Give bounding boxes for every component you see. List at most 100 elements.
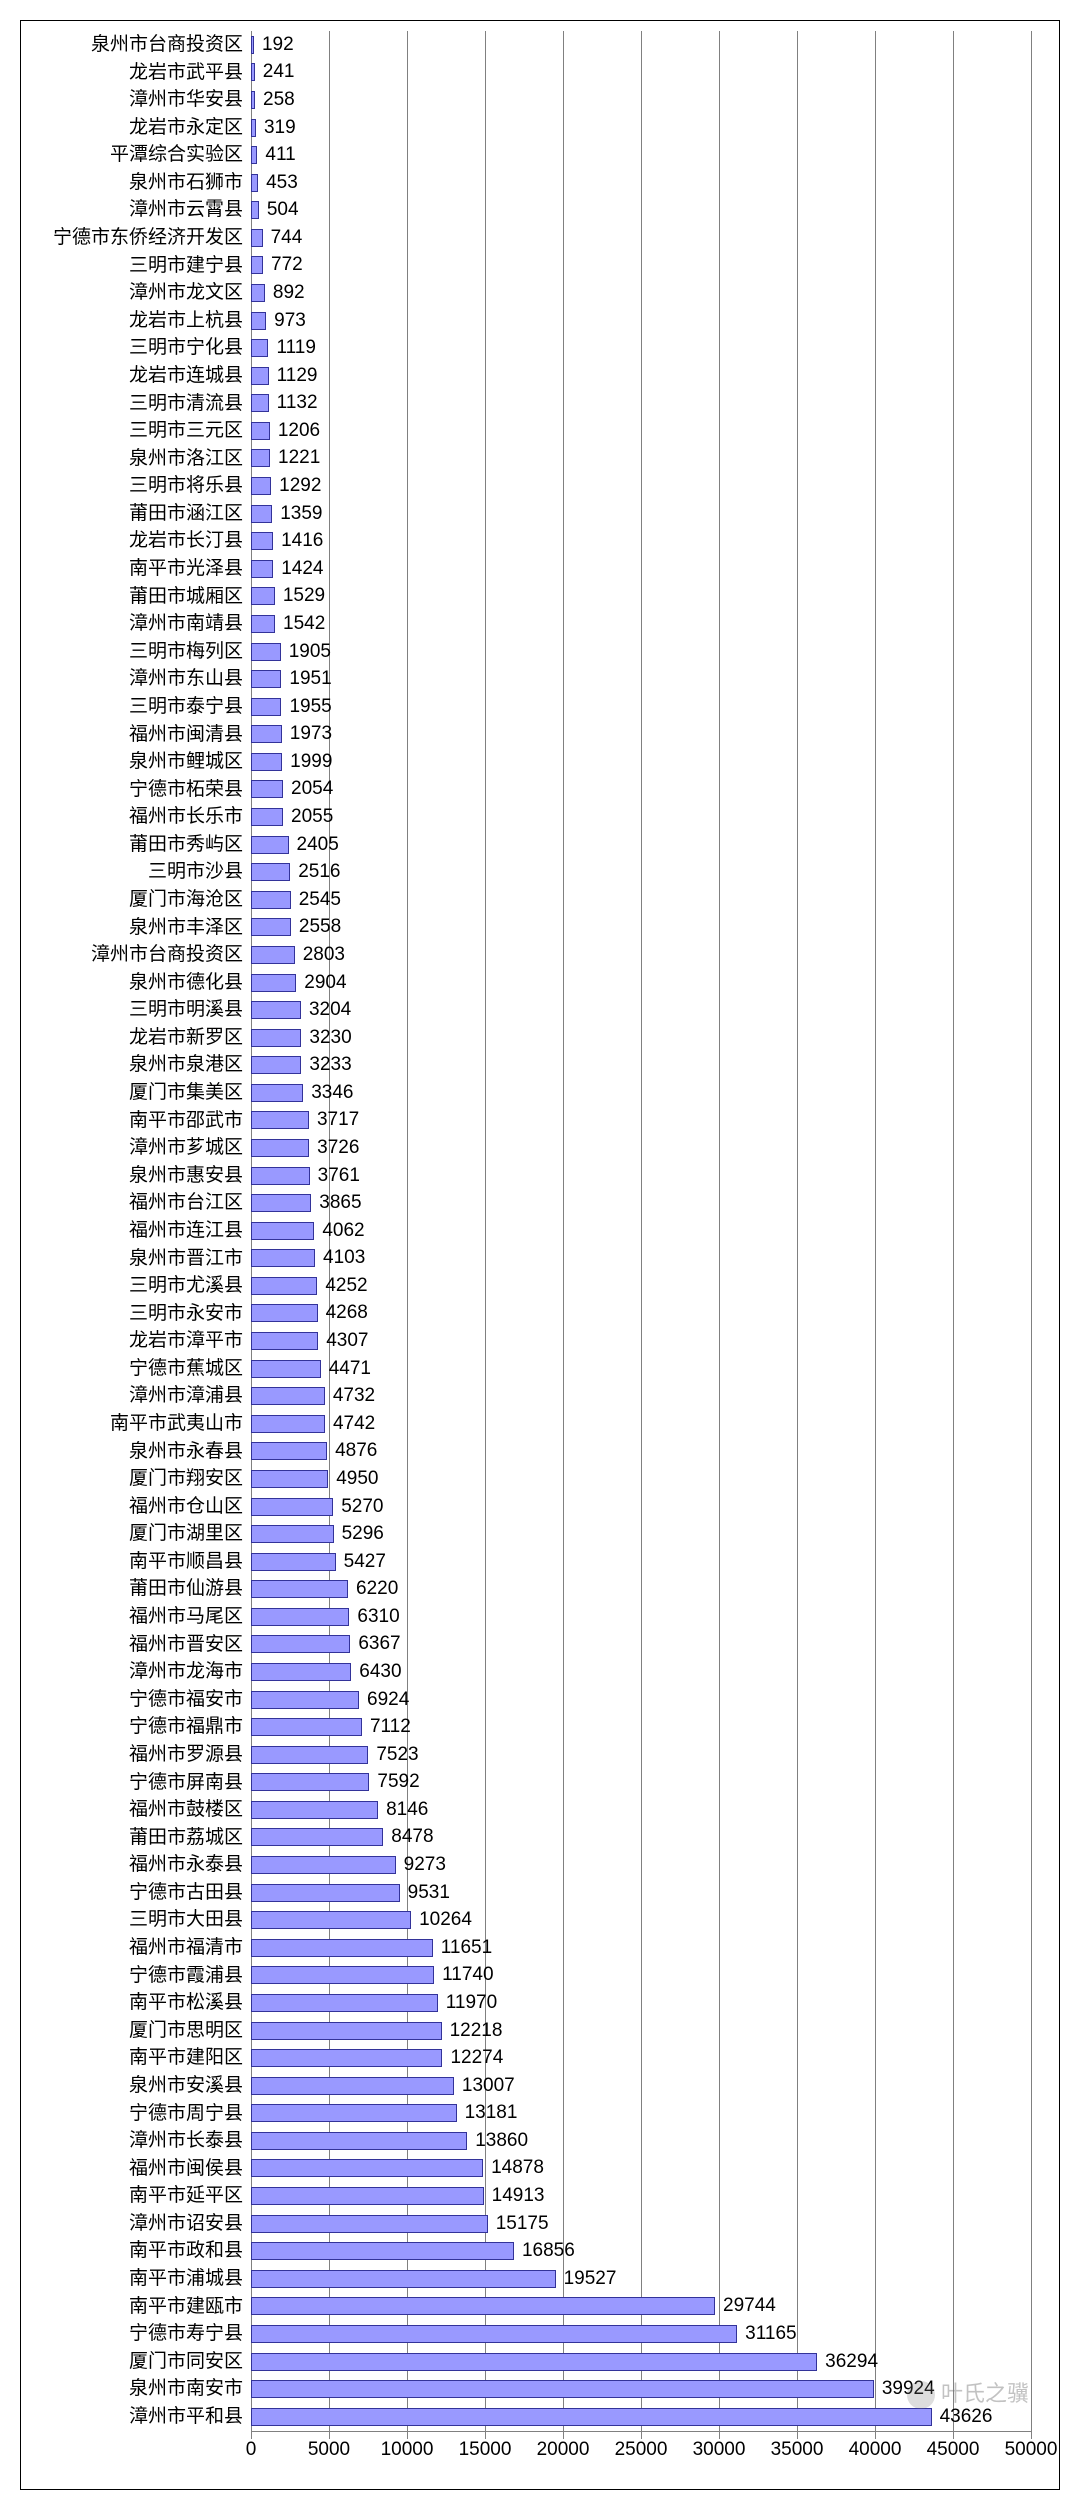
y-axis-category-label: 宁德市寿宁县	[21, 2320, 243, 2348]
y-axis-category-label: 泉州市丰泽区	[21, 914, 243, 942]
y-axis-category-label: 漳州市龙文区	[21, 279, 243, 307]
y-axis-category-label: 泉州市德化县	[21, 969, 243, 997]
y-axis-category-label: 福州市长乐市	[21, 803, 243, 831]
bar	[251, 1222, 314, 1240]
bar-value-label: 1905	[289, 641, 331, 663]
y-axis-category-label: 漳州市龙海市	[21, 1658, 243, 1686]
bar-value-label: 2558	[299, 916, 341, 938]
bar-value-label: 5296	[342, 1523, 384, 1545]
bar-value-label: 4252	[325, 1275, 367, 1297]
x-axis-tick	[329, 2431, 330, 2439]
bar-row: 6220	[251, 1575, 1031, 1603]
bar	[251, 312, 266, 330]
bar-value-label: 504	[267, 199, 299, 221]
bar-value-label: 7592	[377, 1771, 419, 1793]
bar-row: 504	[251, 196, 1031, 224]
bar-value-label: 6924	[367, 1689, 409, 1711]
y-axis-category-label: 福州市连江县	[21, 1217, 243, 1245]
bar	[251, 891, 291, 909]
bar-value-label: 4307	[326, 1330, 368, 1352]
y-axis-category-label: 漳州市诏安县	[21, 2210, 243, 2238]
bar-value-label: 892	[273, 282, 305, 304]
y-axis-category-label: 厦门市同安区	[21, 2348, 243, 2376]
bar	[251, 2159, 483, 2177]
bar	[251, 1856, 396, 1874]
bar	[251, 808, 283, 826]
bar-value-label: 14878	[491, 2157, 544, 2179]
y-axis-category-label: 莆田市城厢区	[21, 583, 243, 611]
y-axis-category-label: 三明市明溪县	[21, 996, 243, 1024]
bar	[251, 1249, 315, 1267]
bar-value-label: 3717	[317, 1109, 359, 1131]
bar-row: 892	[251, 279, 1031, 307]
bar-row: 5270	[251, 1493, 1031, 1521]
bar-value-label: 1132	[277, 392, 318, 414]
y-axis-category-label: 平潭综合实验区	[21, 141, 243, 169]
y-axis-category-label: 漳州市云霄县	[21, 196, 243, 224]
y-axis-category-label: 福州市台江区	[21, 1189, 243, 1217]
bar-value-label: 1119	[276, 337, 315, 359]
bar	[251, 532, 273, 550]
x-axis-tick	[719, 2431, 720, 2439]
bar-value-label: 5270	[341, 1496, 383, 1518]
x-axis-tick-label: 50000	[1005, 2439, 1058, 2461]
y-axis-category-label: 南平市建瓯市	[21, 2293, 243, 2321]
bar-row: 6430	[251, 1658, 1031, 1686]
y-axis-category-label: 三明市沙县	[21, 858, 243, 886]
x-axis-labels: 0500010000150002000025000300003500040000…	[251, 2439, 1031, 2469]
bar-value-label: 1999	[290, 751, 332, 773]
bar-value-label: 973	[274, 310, 306, 332]
bar-value-label: 4742	[333, 1413, 375, 1435]
bar-value-label: 29744	[723, 2295, 776, 2317]
bar	[251, 1111, 309, 1129]
bar-value-label: 15175	[496, 2213, 549, 2235]
y-axis-category-label: 龙岩市长汀县	[21, 527, 243, 555]
bar-value-label: 772	[271, 254, 303, 276]
bar	[251, 1167, 310, 1185]
bar-value-label: 13007	[462, 2075, 515, 2097]
y-axis-category-label: 南平市政和县	[21, 2237, 243, 2265]
bar-row: 453	[251, 169, 1031, 197]
y-axis-category-label: 漳州市南靖县	[21, 610, 243, 638]
bar	[251, 946, 295, 964]
bar	[251, 1580, 348, 1598]
bar-value-label: 1424	[281, 558, 323, 580]
bar	[251, 2022, 442, 2040]
bar-value-label: 3230	[309, 1027, 351, 1049]
bar-row: 2054	[251, 776, 1031, 804]
bar-row: 4103	[251, 1245, 1031, 1273]
bar-value-label: 8146	[386, 1799, 428, 1821]
bar-value-label: 39924	[882, 2378, 935, 2400]
bar-row: 4268	[251, 1300, 1031, 1328]
bar	[251, 643, 281, 661]
x-axis-tick	[641, 2431, 642, 2439]
bar-row: 11651	[251, 1934, 1031, 1962]
bar	[251, 2215, 488, 2233]
y-axis-category-label: 泉州市永春县	[21, 1438, 243, 1466]
bar-row: 3761	[251, 1162, 1031, 1190]
bar-row: 2545	[251, 886, 1031, 914]
bar-row: 31165	[251, 2320, 1031, 2348]
y-axis-category-label: 泉州市南安市	[21, 2375, 243, 2403]
bar	[251, 1056, 301, 1074]
x-axis-tick	[953, 2431, 954, 2439]
bar	[251, 2297, 715, 2315]
x-axis-tick-label: 25000	[615, 2439, 668, 2461]
bar	[251, 1442, 327, 1460]
bar-row: 3726	[251, 1134, 1031, 1162]
y-axis-category-label: 福州市福清市	[21, 1934, 243, 1962]
y-axis-category-label: 宁德市柘荣县	[21, 776, 243, 804]
bar-row: 36294	[251, 2348, 1031, 2376]
y-axis-category-label: 宁德市福鼎市	[21, 1713, 243, 1741]
bar-value-label: 2904	[304, 972, 346, 994]
y-axis-category-label: 宁德市古田县	[21, 1879, 243, 1907]
bar-row: 14913	[251, 2182, 1031, 2210]
bar-value-label: 10264	[419, 1909, 472, 1931]
bar-row: 4471	[251, 1355, 1031, 1383]
bar	[251, 284, 265, 302]
y-axis-category-label: 莆田市涵江区	[21, 500, 243, 528]
y-axis-category-label: 宁德市屏南县	[21, 1769, 243, 1797]
y-axis-category-label: 龙岩市上杭县	[21, 307, 243, 335]
bar	[251, 2049, 442, 2067]
bar-value-label: 4471	[329, 1358, 371, 1380]
